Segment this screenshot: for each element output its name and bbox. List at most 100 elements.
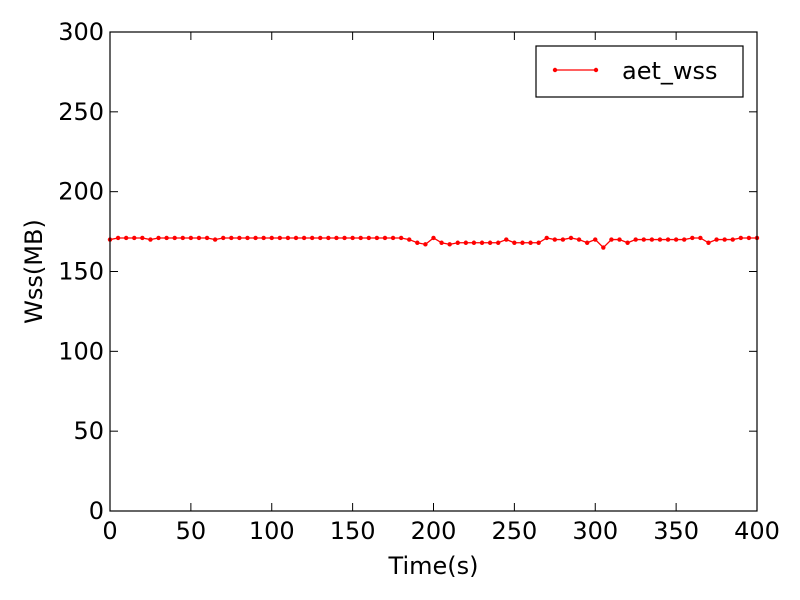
data-point — [423, 242, 428, 247]
x-tick-label: 0 — [102, 517, 117, 545]
data-point — [568, 235, 574, 241]
data-point — [164, 235, 169, 241]
data-point — [528, 240, 533, 245]
data-point — [552, 237, 558, 242]
data-point — [382, 235, 388, 241]
y-tick-label: 200 — [58, 178, 104, 206]
data-point — [269, 235, 274, 241]
data-point — [738, 235, 744, 241]
data-point — [390, 235, 396, 241]
data-point — [617, 237, 622, 242]
data-point — [455, 240, 460, 245]
x-tick-label: 250 — [491, 517, 537, 545]
data-point — [293, 235, 299, 241]
y-tick-label: 100 — [58, 337, 104, 365]
data-point — [285, 235, 291, 241]
data-point — [123, 235, 129, 241]
x-axis-label: Time(s) — [388, 552, 479, 580]
legend-label: aet_wss — [622, 57, 718, 85]
y-tick-label: 150 — [58, 258, 104, 286]
data-point — [140, 235, 145, 241]
data-point — [504, 237, 509, 242]
data-point — [722, 237, 727, 242]
data-point — [673, 237, 679, 242]
data-point — [601, 245, 606, 250]
data-point — [358, 235, 363, 241]
data-point — [706, 240, 711, 245]
data-point — [261, 235, 266, 241]
data-point — [277, 235, 283, 241]
x-tick-label: 100 — [249, 517, 295, 545]
data-point — [229, 235, 234, 241]
data-point — [309, 235, 315, 241]
data-point — [188, 235, 194, 241]
data-point — [132, 235, 137, 241]
x-tick-label: 400 — [734, 517, 780, 545]
data-point — [253, 235, 258, 241]
data-point — [584, 240, 590, 245]
data-point — [180, 235, 185, 241]
data-point — [245, 235, 250, 241]
data-point — [479, 240, 485, 245]
data-point — [576, 237, 582, 242]
data-point — [301, 235, 307, 241]
data-point — [512, 240, 517, 245]
data-point — [431, 235, 436, 241]
data-point — [204, 235, 210, 241]
data-point — [520, 240, 525, 245]
data-point — [714, 237, 719, 242]
data-point — [496, 240, 501, 245]
data-point — [156, 235, 161, 241]
data-point — [326, 235, 331, 241]
plot-layer — [107, 235, 760, 250]
data-point — [690, 235, 695, 241]
y-tick-label: 250 — [58, 98, 104, 126]
ticks-layer: 0 50 100 150 200 250 300 350 400 0 50 100 150 200 250 3… — [58, 18, 780, 545]
x-tick-label: 200 — [411, 517, 457, 545]
data-point — [625, 240, 630, 245]
legend-marker — [593, 67, 599, 73]
data-point — [212, 237, 218, 242]
data-point — [398, 235, 404, 241]
data-point — [641, 237, 646, 242]
data-point — [342, 235, 347, 241]
data-point — [698, 235, 703, 241]
x-tick-label: 150 — [330, 517, 376, 545]
y-tick-label: 0 — [89, 497, 104, 525]
data-point — [609, 237, 614, 242]
data-point — [544, 235, 549, 241]
y-tick-label: 300 — [58, 18, 104, 46]
data-point — [439, 240, 444, 245]
data-point — [115, 235, 121, 241]
data-point — [221, 235, 226, 241]
data-point — [318, 235, 323, 241]
data-point — [649, 237, 655, 242]
legend: aet_wss — [535, 45, 744, 98]
data-point — [463, 240, 469, 245]
data-point — [366, 235, 371, 241]
data-point — [536, 240, 541, 245]
data-point — [730, 237, 735, 242]
data-point — [172, 235, 177, 241]
x-tick-label: 350 — [653, 517, 699, 545]
data-point — [746, 235, 752, 241]
data-point — [447, 242, 452, 247]
data-point — [593, 237, 598, 242]
y-axis-label: Wss(MB) — [20, 219, 48, 324]
data-point — [148, 237, 153, 242]
data-point — [196, 235, 202, 241]
legend-marker — [552, 67, 558, 73]
data-point — [237, 235, 242, 241]
x-tick-label: 50 — [176, 517, 207, 545]
data-point — [334, 235, 339, 241]
data-point — [350, 235, 355, 241]
data-point — [374, 235, 380, 241]
data-point — [487, 240, 493, 245]
data-point — [471, 240, 477, 245]
x-tick-label: 300 — [572, 517, 618, 545]
plot-frame — [109, 31, 758, 512]
data-point — [415, 240, 420, 245]
y-tick-label: 50 — [73, 417, 104, 445]
data-point — [407, 237, 412, 242]
